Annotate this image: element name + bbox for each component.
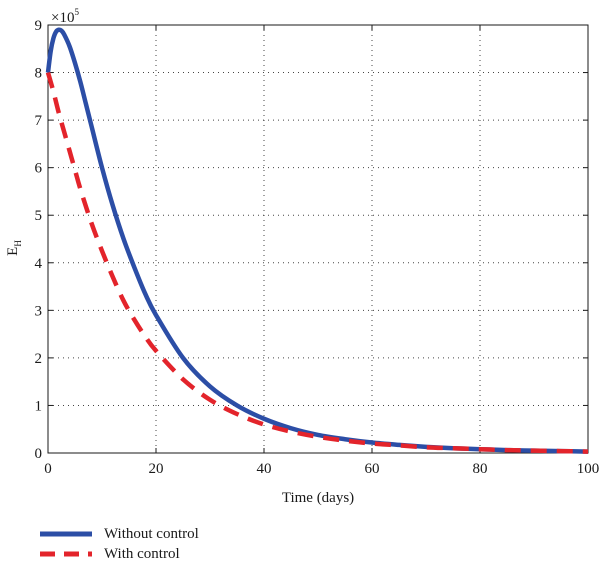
y-tick-label: 3	[35, 303, 43, 319]
y-axis-title: EH	[5, 240, 23, 256]
x-tick-label: 0	[44, 461, 52, 477]
series-line-without-control	[45, 27, 589, 454]
x-tick-label: 20	[149, 461, 164, 477]
grid	[48, 25, 588, 453]
plot-frame	[47, 24, 589, 454]
legend-label: Without control	[104, 525, 199, 542]
legend-swatch-solid	[40, 530, 92, 538]
legend-label: With control	[104, 545, 180, 562]
x-axis-title: Time (days)	[282, 490, 354, 506]
y-tick-label: 4	[35, 256, 43, 272]
legend-item-with-control: With control	[40, 544, 199, 564]
x-tick-label: 60	[365, 461, 380, 477]
y-tick-label: 1	[35, 398, 43, 414]
y-tick-label: 0	[35, 446, 43, 462]
x-tick-label: 80	[473, 461, 488, 477]
legend-item-without-control: Without control	[40, 524, 199, 544]
y-tick-label: 9	[35, 18, 43, 34]
y-tick-label: 5	[35, 208, 43, 224]
legend-swatch-dashed	[40, 550, 92, 558]
y-tick-label: 2	[35, 351, 43, 367]
y-axis-multiplier: ×105	[51, 7, 79, 26]
series-line-with-control	[45, 71, 589, 454]
y-tick-label: 8	[35, 66, 43, 82]
legend: Without control With control	[40, 524, 199, 564]
axis-ticks: 0 20 40 60 80 100 0 1 2 3 4 5 6 7 8 9	[35, 18, 600, 477]
x-tick-label: 40	[257, 461, 272, 477]
x-tick-label: 100	[577, 461, 600, 477]
y-tick-label: 7	[35, 113, 43, 129]
y-tick-label: 6	[35, 161, 43, 177]
series-lines	[45, 27, 589, 454]
